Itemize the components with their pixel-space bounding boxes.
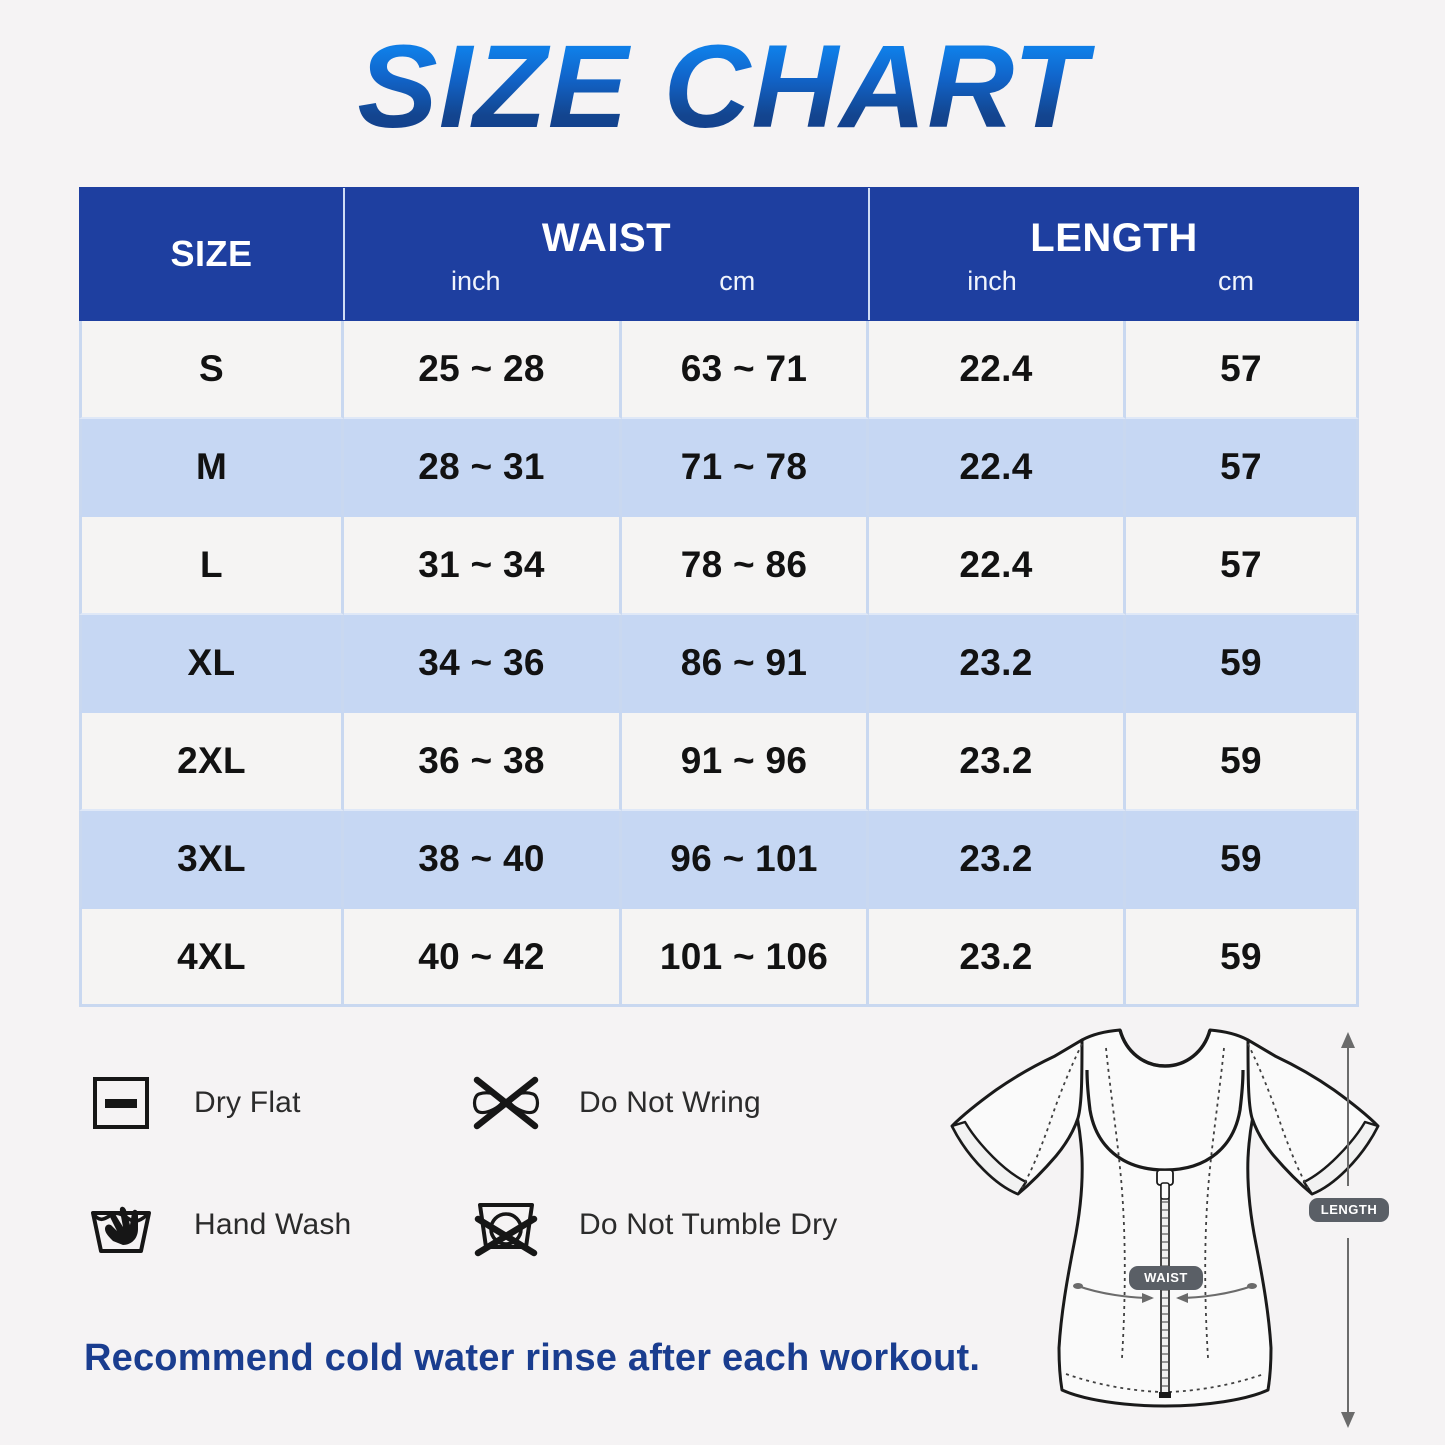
table-row: S 25 ~ 28 63 ~ 71 22.4 57 bbox=[79, 321, 1359, 419]
size-chart-table: SIZE WAIST inch cm LENGTH inch cm bbox=[79, 187, 1359, 1007]
garment-illustration: WAIST LENGTH bbox=[930, 1018, 1400, 1445]
cell-length-cm: 59 bbox=[1126, 615, 1359, 713]
cell-waist-inch: 31 ~ 34 bbox=[344, 517, 622, 615]
cell-waist-inch: 36 ~ 38 bbox=[344, 713, 622, 811]
length-badge: LENGTH bbox=[1309, 1198, 1389, 1222]
column-header-length-cm: cm bbox=[1218, 265, 1254, 296]
waist-badge-label: WAIST bbox=[1144, 1270, 1188, 1285]
cell-size: XL bbox=[79, 615, 344, 713]
waist-badge: WAIST bbox=[1129, 1266, 1203, 1290]
cell-size: M bbox=[79, 419, 344, 517]
cell-length-inch: 22.4 bbox=[869, 419, 1126, 517]
table-row: XL 34 ~ 36 86 ~ 91 23.2 59 bbox=[79, 615, 1359, 713]
hand-wash-icon bbox=[84, 1188, 158, 1262]
cell-length-cm: 59 bbox=[1126, 713, 1359, 811]
table-row: 2XL 36 ~ 38 91 ~ 96 23.2 59 bbox=[79, 713, 1359, 811]
cell-waist-inch: 34 ~ 36 bbox=[344, 615, 622, 713]
cell-length-inch: 23.2 bbox=[869, 909, 1126, 1007]
cell-length-cm: 57 bbox=[1126, 321, 1359, 419]
cell-size: 4XL bbox=[79, 909, 344, 1007]
column-header-size-label: SIZE bbox=[170, 233, 253, 274]
cell-waist-cm: 63 ~ 71 bbox=[622, 321, 869, 419]
cell-waist-cm: 86 ~ 91 bbox=[622, 615, 869, 713]
cell-size: L bbox=[79, 517, 344, 615]
cell-waist-cm: 71 ~ 78 bbox=[622, 419, 869, 517]
cell-length-cm: 59 bbox=[1126, 811, 1359, 909]
recommendation-text: Recommend cold water rinse after each wo… bbox=[84, 1337, 981, 1379]
column-header-waist-inch: inch bbox=[450, 265, 501, 296]
cell-waist-inch: 28 ~ 31 bbox=[344, 419, 622, 517]
cell-size: S bbox=[79, 321, 344, 419]
care-label-hand-wash: Hand Wash bbox=[194, 1208, 352, 1241]
cell-waist-cm: 101 ~ 106 bbox=[622, 909, 869, 1007]
cell-size: 2XL bbox=[79, 713, 344, 811]
cell-waist-inch: 25 ~ 28 bbox=[344, 321, 622, 419]
care-item-do-not-tumble-dry: Do Not Tumble Dry bbox=[469, 1188, 837, 1262]
cell-waist-inch: 40 ~ 42 bbox=[344, 909, 622, 1007]
care-item-dry-flat: Dry Flat bbox=[84, 1066, 469, 1140]
column-header-length-inch: inch bbox=[967, 265, 1017, 296]
column-header-length-label: LENGTH bbox=[1030, 215, 1198, 260]
care-label-dry-flat: Dry Flat bbox=[194, 1086, 301, 1119]
cell-length-inch: 23.2 bbox=[869, 811, 1126, 909]
care-label-do-not-wring: Do Not Wring bbox=[579, 1086, 761, 1119]
care-row: Dry Flat Do Not Wring bbox=[84, 1066, 944, 1140]
column-header-length: LENGTH inch cm bbox=[870, 188, 1358, 320]
care-row: Hand Wash Do Not Tumble Dry bbox=[84, 1188, 944, 1262]
cell-size: 3XL bbox=[79, 811, 344, 909]
cell-waist-inch: 38 ~ 40 bbox=[344, 811, 622, 909]
table-row: 4XL 40 ~ 42 101 ~ 106 23.2 59 bbox=[79, 909, 1359, 1007]
care-instructions: Dry Flat Do Not Wring bbox=[84, 1066, 944, 1310]
table-row: 3XL 38 ~ 40 96 ~ 101 23.2 59 bbox=[79, 811, 1359, 909]
column-header-waist: WAIST inch cm bbox=[345, 188, 870, 320]
page-title: SIZE CHART bbox=[0, 25, 1445, 150]
cell-length-inch: 23.2 bbox=[869, 615, 1126, 713]
cell-length-cm: 57 bbox=[1126, 517, 1359, 615]
cell-length-inch: 22.4 bbox=[869, 517, 1126, 615]
cell-waist-cm: 91 ~ 96 bbox=[622, 713, 869, 811]
care-label-do-not-tumble-dry: Do Not Tumble Dry bbox=[579, 1208, 838, 1241]
care-item-do-not-wring: Do Not Wring bbox=[469, 1066, 761, 1140]
do-not-tumble-dry-icon bbox=[469, 1188, 543, 1262]
column-header-waist-label: WAIST bbox=[541, 215, 672, 260]
cell-length-inch: 23.2 bbox=[869, 713, 1126, 811]
dry-flat-icon bbox=[84, 1066, 158, 1140]
table-row: L 31 ~ 34 78 ~ 86 22.4 57 bbox=[79, 517, 1359, 615]
do-not-wring-icon bbox=[469, 1066, 543, 1140]
table-body: S 25 ~ 28 63 ~ 71 22.4 57 M 28 ~ 31 71 ~ 78 22.4… bbox=[79, 321, 1359, 1007]
column-header-size: SIZE bbox=[80, 188, 345, 320]
cell-waist-cm: 96 ~ 101 bbox=[622, 811, 869, 909]
length-badge-label: LENGTH bbox=[1321, 1202, 1377, 1217]
cell-length-cm: 59 bbox=[1126, 909, 1359, 1007]
cell-length-inch: 22.4 bbox=[869, 321, 1126, 419]
care-item-hand-wash: Hand Wash bbox=[84, 1188, 469, 1262]
cell-length-cm: 57 bbox=[1126, 419, 1359, 517]
cell-waist-cm: 78 ~ 86 bbox=[622, 517, 869, 615]
table-row: M 28 ~ 31 71 ~ 78 22.4 57 bbox=[79, 419, 1359, 517]
column-header-waist-cm: cm bbox=[719, 265, 756, 296]
table-header-row: SIZE WAIST inch cm LENGTH inch cm bbox=[79, 187, 1359, 321]
